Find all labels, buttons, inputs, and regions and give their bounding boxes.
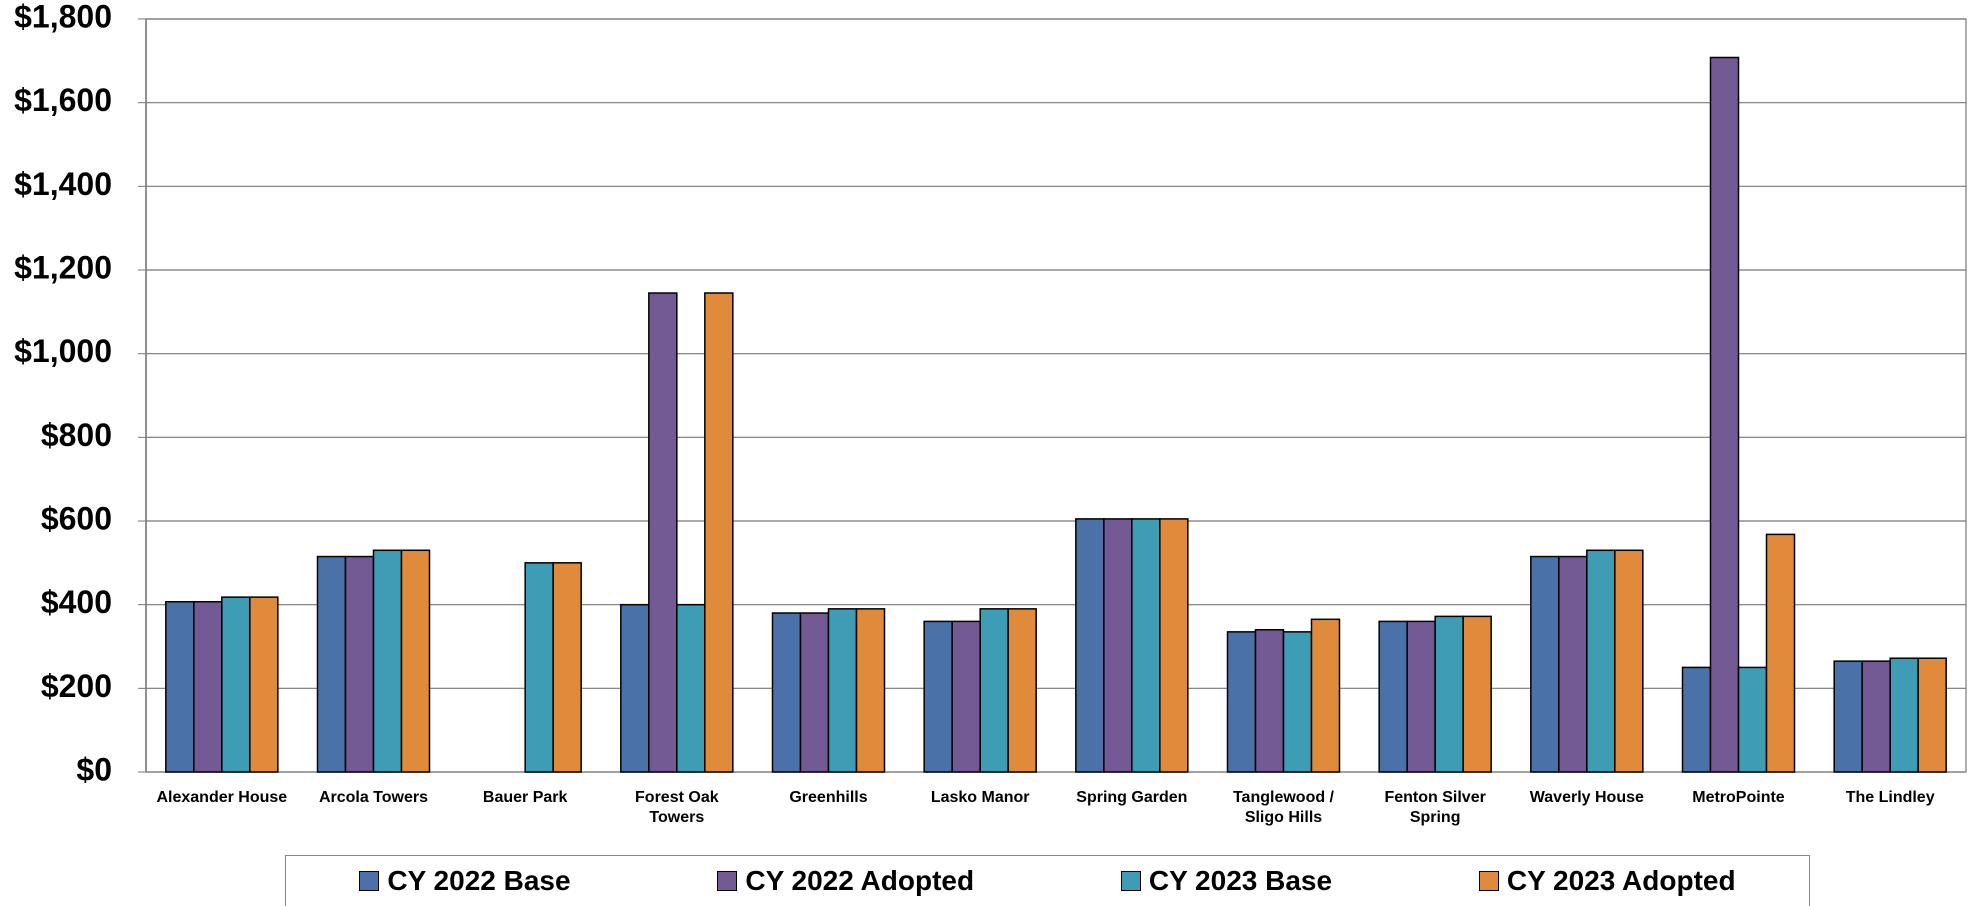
- y-tick-label: $800: [41, 417, 112, 453]
- bar: [249, 596, 279, 773]
- bar: [676, 603, 706, 773]
- bar: [221, 596, 251, 773]
- x-tick-label: Lasko Manor: [930, 789, 1030, 806]
- bar: [1282, 631, 1313, 773]
- legend: CY 2022 Base CY 2022 Adopted CY 2023 Base C…: [285, 855, 1810, 906]
- bar: [1709, 56, 1740, 773]
- bar: [799, 612, 830, 773]
- bar: [979, 608, 1009, 773]
- y-tick-label: $1,400: [14, 166, 112, 202]
- legend-label: CY 2022 Adopted: [745, 865, 975, 896]
- legend-label: CY 2022 Base: [387, 865, 571, 896]
- legend-item: CY 2022 Adopted: [717, 865, 974, 897]
- bar: [400, 549, 431, 773]
- x-tick-label: Bauer Park: [482, 789, 568, 806]
- bar: [1889, 657, 1919, 773]
- bar: [316, 555, 347, 773]
- x-tick-label: Forest Oak Towers: [635, 789, 719, 826]
- bar: [1103, 518, 1133, 773]
- x-tick-label: Tanglewood / Sligo Hills: [1232, 789, 1334, 826]
- bar: [704, 292, 734, 773]
- bar: [923, 620, 953, 773]
- bar: [165, 600, 195, 773]
- bar: [1530, 555, 1560, 773]
- bar: [1917, 657, 1947, 773]
- bar: [372, 549, 403, 773]
- x-tick-label: The Lindley: [1845, 789, 1935, 806]
- bar: [1254, 629, 1285, 773]
- legend-label: CY 2023 Adopted: [1506, 865, 1736, 896]
- bar: [1737, 666, 1768, 773]
- bar: [1434, 615, 1464, 773]
- bar: [1614, 549, 1644, 773]
- bar: [1378, 620, 1408, 773]
- bar: [1558, 555, 1588, 773]
- x-tick-label: MetroPointe: [1692, 789, 1785, 806]
- bar: [552, 562, 582, 773]
- bar: [827, 608, 858, 773]
- x-tick-label: Spring Garden: [1076, 789, 1188, 806]
- legend-swatch: [359, 871, 380, 891]
- x-tick-label: Waverly House: [1529, 789, 1644, 806]
- y-tick-label: $0: [76, 751, 112, 787]
- bar: [1833, 660, 1863, 773]
- bar: [771, 612, 802, 773]
- bar: [1310, 618, 1341, 773]
- bar: [344, 555, 375, 773]
- y-tick-label: $600: [41, 500, 112, 536]
- x-tick-label: Greenhills: [789, 789, 868, 806]
- bar: [951, 620, 981, 773]
- bar: [855, 608, 886, 773]
- frame: [145, 18, 1967, 773]
- bar: [524, 562, 554, 773]
- bar: [648, 292, 678, 773]
- bar: [1131, 518, 1161, 773]
- y-tick-label: $1,600: [14, 82, 112, 118]
- bar: [1586, 549, 1616, 773]
- bar: [1861, 660, 1891, 773]
- legend-item: CY 2023 Adopted: [1478, 865, 1736, 897]
- x-tick-label: Fenton Silver Spring: [1384, 789, 1486, 826]
- bar: [1007, 608, 1037, 773]
- legend-label: CY 2023 Base: [1148, 865, 1333, 896]
- bar: [1406, 620, 1436, 773]
- x-tick-label: Arcola Towers: [318, 789, 429, 806]
- y-tick-label: $1,200: [14, 249, 112, 285]
- legend-swatch: [1120, 871, 1141, 891]
- legend-swatch: [1478, 871, 1499, 891]
- legend-swatch: [717, 871, 738, 891]
- x-tick-label: Alexander House: [156, 789, 288, 806]
- bar: [1765, 533, 1796, 773]
- bar: [1226, 631, 1257, 773]
- legend-item: CY 2022 Base: [359, 865, 571, 897]
- bar: [1462, 615, 1492, 773]
- y-tick-label: $1,800: [14, 0, 112, 34]
- legend-item: CY 2023 Base: [1120, 865, 1333, 897]
- bar: [1681, 666, 1712, 773]
- y-tick-label: $200: [41, 668, 112, 704]
- bar: [193, 600, 223, 773]
- bar: [1159, 518, 1189, 773]
- y-tick-label: $400: [41, 584, 112, 620]
- y-tick-label: $1,000: [14, 333, 112, 369]
- bar: [620, 603, 650, 773]
- bar: [1075, 518, 1105, 773]
